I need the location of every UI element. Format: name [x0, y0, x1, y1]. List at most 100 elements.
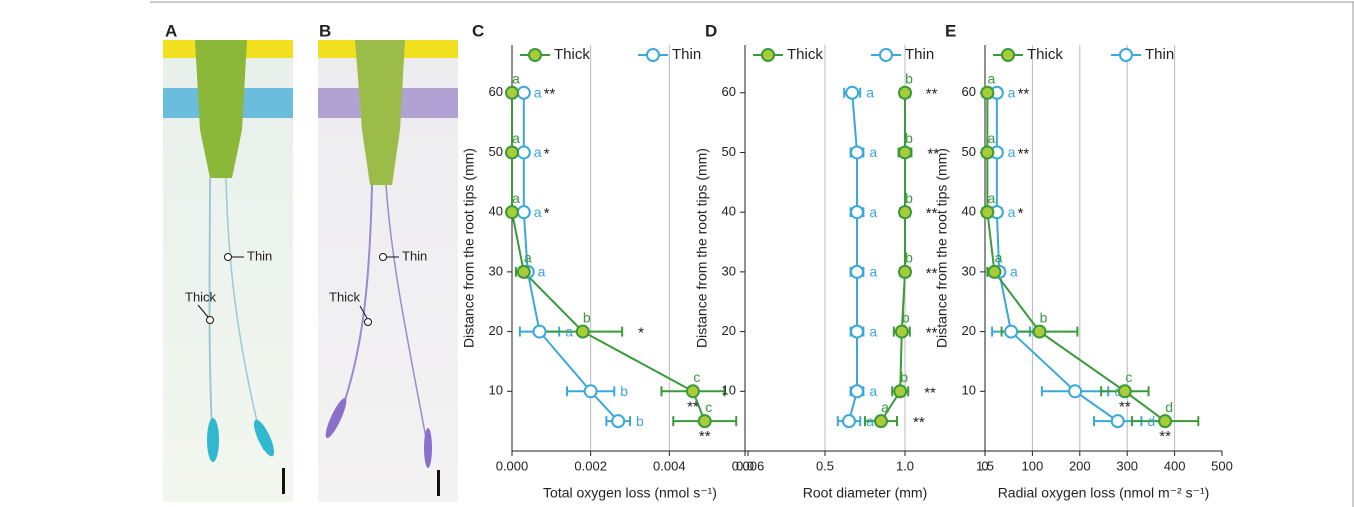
legend-label: Thick	[1027, 46, 1063, 63]
legend-label: Thick	[554, 46, 590, 63]
significance: *	[544, 205, 550, 222]
pointer	[379, 253, 387, 261]
letter-label: a	[538, 264, 546, 280]
significance: **	[926, 205, 938, 222]
significance: **	[1018, 86, 1030, 103]
series-line	[511, 92, 706, 422]
letter-label: b	[902, 309, 910, 325]
point	[532, 324, 547, 339]
letter-label: a	[866, 84, 874, 100]
letter-label: c	[1114, 383, 1121, 399]
point	[850, 324, 864, 339]
x-tick-label: 0.006	[732, 458, 765, 473]
letter-label: a	[512, 130, 520, 146]
significance: **	[544, 86, 556, 103]
y-tick-label: 30	[722, 263, 736, 278]
letter-label: c	[705, 399, 712, 415]
point	[980, 205, 995, 220]
legend-marker	[646, 48, 660, 62]
point	[516, 205, 531, 220]
x-tick-label: 400	[1164, 458, 1186, 473]
series-line	[986, 92, 1166, 422]
thin-label: Thin	[247, 248, 272, 263]
point	[1068, 384, 1083, 399]
legend-marker	[761, 48, 775, 62]
y-tick-label: 20	[489, 323, 503, 338]
letter-label: a	[869, 204, 877, 220]
thick-label: Thick	[185, 289, 217, 304]
pointer	[359, 305, 368, 319]
legend-marker	[1001, 48, 1015, 62]
letter-label: a	[1008, 84, 1016, 100]
letter-label: c	[693, 369, 700, 385]
x-tick-label: 0.004	[653, 458, 686, 473]
point	[611, 414, 626, 429]
x-tick-label: 200	[1069, 458, 1091, 473]
series-line	[522, 92, 619, 422]
letter-label: d	[1165, 399, 1173, 415]
thin-label: Thin	[402, 248, 427, 263]
letter-label: b	[900, 369, 908, 385]
point	[842, 414, 856, 429]
y-axis-label: Distance from the root tips (mm)	[461, 148, 477, 348]
letter-label: b	[905, 70, 913, 86]
point	[850, 205, 864, 220]
significance: **	[1018, 145, 1030, 162]
legend-marker	[1119, 48, 1133, 62]
letter-label: a	[987, 70, 995, 86]
pointer	[224, 253, 232, 261]
y-tick-label: 30	[489, 263, 503, 278]
point	[893, 384, 908, 399]
legend-label: Thin	[1145, 46, 1174, 63]
y-tick-label: 10	[722, 383, 736, 398]
x-tick-label: 0.0	[736, 458, 754, 473]
y-tick-label: 10	[962, 383, 976, 398]
pointer	[197, 304, 209, 318]
point	[898, 264, 912, 279]
y-tick-label: 50	[962, 144, 976, 159]
letter-label: b	[636, 413, 644, 429]
y-axis-label: Distance from the root tips (mm)	[694, 148, 710, 348]
y-tick-label: 20	[962, 323, 976, 338]
x-axis-label: Radial oxygen loss (nmol m⁻² s⁻¹)	[998, 485, 1210, 501]
letter-label: a	[869, 323, 877, 339]
significance: **	[927, 145, 939, 162]
letter-label: a	[987, 130, 995, 146]
panel-letter: B	[319, 21, 331, 40]
legend-marker	[528, 48, 542, 62]
panel-letter: C	[472, 21, 484, 40]
significance: **	[699, 428, 711, 445]
point	[505, 85, 519, 100]
legend-marker	[879, 48, 893, 62]
letter-label: a	[869, 144, 877, 160]
point	[874, 414, 888, 429]
point	[505, 205, 519, 220]
letter-label: a	[1008, 144, 1016, 160]
photo-a	[163, 40, 293, 502]
significance: **	[913, 414, 925, 431]
point	[1004, 324, 1019, 339]
letter-label: a	[512, 190, 520, 206]
point	[898, 205, 912, 220]
panel-letter: A	[165, 21, 177, 40]
letter-label: a	[881, 399, 889, 415]
pointer	[206, 316, 214, 324]
point	[1032, 324, 1047, 339]
x-tick-label: 100	[1022, 458, 1044, 473]
x-tick-label: 0	[981, 458, 988, 473]
y-tick-label: 10	[489, 383, 503, 398]
point	[894, 324, 909, 339]
letter-label: c	[1125, 369, 1132, 385]
letter-label: b	[620, 383, 628, 399]
letter-label: b	[905, 130, 913, 146]
y-tick-label: 40	[489, 204, 503, 219]
letter-label: a	[995, 250, 1003, 266]
y-tick-label: 40	[962, 204, 976, 219]
y-tick-label: 50	[489, 144, 503, 159]
pointer	[364, 318, 372, 326]
significance: **	[1159, 428, 1171, 445]
point	[1158, 414, 1173, 429]
point	[516, 264, 531, 279]
point	[845, 85, 860, 100]
point	[575, 324, 590, 339]
